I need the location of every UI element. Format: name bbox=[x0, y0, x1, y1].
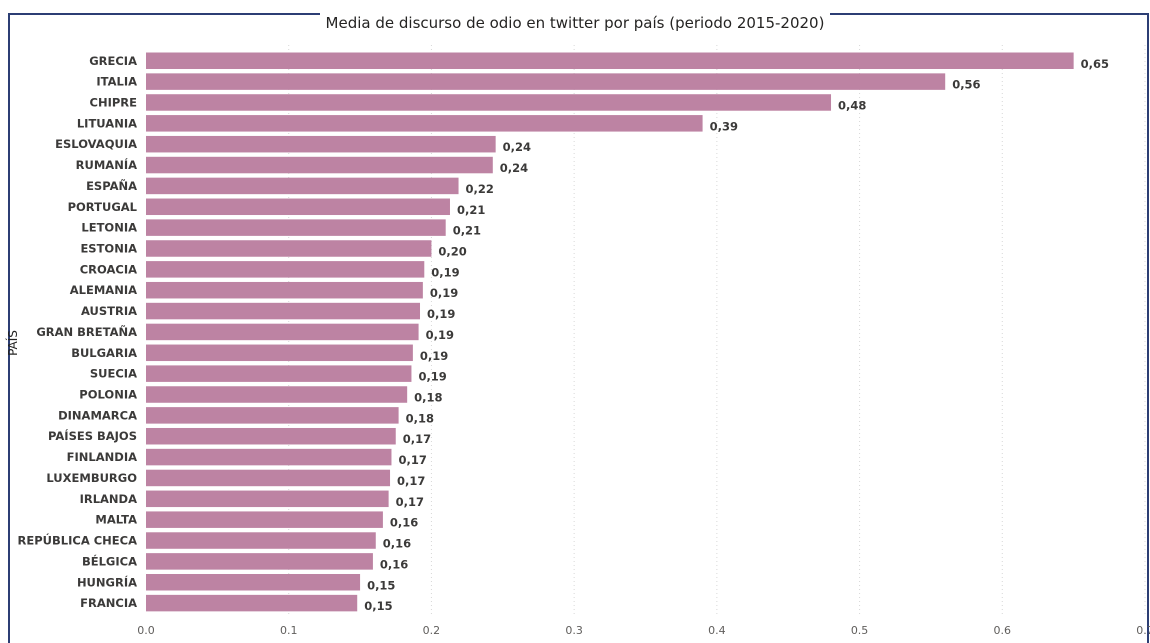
value-label: 0,24 bbox=[503, 140, 531, 154]
category-label: ESLOVAQUIA bbox=[55, 137, 137, 151]
x-tick-label: 0.0 bbox=[137, 624, 155, 637]
category-label: AUSTRIA bbox=[81, 304, 137, 318]
value-label: 0,19 bbox=[420, 349, 448, 363]
bar bbox=[146, 157, 493, 174]
bar bbox=[146, 261, 424, 278]
x-tick-label: 0.5 bbox=[851, 624, 869, 637]
value-label: 0,17 bbox=[397, 474, 425, 488]
category-label: FINLANDIA bbox=[67, 450, 137, 464]
value-label: 0,17 bbox=[403, 432, 431, 446]
bar bbox=[146, 73, 945, 90]
category-label: REPÚBLICA CHECA bbox=[18, 533, 138, 548]
value-label: 0,20 bbox=[438, 244, 466, 258]
bar bbox=[146, 240, 431, 256]
value-label: 0,18 bbox=[406, 411, 434, 425]
category-label: POLONIA bbox=[79, 388, 137, 402]
value-label: 0,19 bbox=[427, 307, 455, 321]
value-label: 0,19 bbox=[431, 265, 459, 279]
value-label: 0,22 bbox=[466, 182, 494, 196]
x-tick-label: 0.6 bbox=[994, 624, 1012, 637]
value-label: 0,19 bbox=[426, 328, 454, 342]
category-label: HUNGRÍA bbox=[77, 574, 137, 589]
bar bbox=[146, 345, 413, 362]
category-label: BÉLGICA bbox=[82, 553, 137, 568]
category-label: ESPAÑA bbox=[86, 178, 137, 193]
value-label: 0,56 bbox=[952, 78, 980, 92]
bar bbox=[146, 136, 496, 153]
category-label: ITALIA bbox=[96, 75, 137, 89]
bar bbox=[146, 365, 411, 382]
category-label: ALEMANIA bbox=[70, 283, 137, 297]
category-label: IRLANDA bbox=[80, 492, 138, 506]
category-label: FRANCIA bbox=[80, 596, 137, 610]
bar bbox=[146, 511, 383, 528]
category-label: MALTA bbox=[95, 513, 137, 527]
value-label: 0,15 bbox=[364, 599, 392, 613]
value-label: 0,48 bbox=[838, 98, 866, 112]
bar bbox=[146, 178, 459, 195]
bar bbox=[146, 324, 419, 341]
category-label: PAÍSES BAJOS bbox=[48, 428, 137, 443]
bar bbox=[146, 386, 407, 403]
value-label: 0,21 bbox=[457, 203, 485, 217]
category-label: LETONIA bbox=[81, 221, 137, 235]
category-label: ESTONIA bbox=[80, 241, 137, 255]
category-label: SUECIA bbox=[90, 367, 137, 381]
category-label: CHIPRE bbox=[90, 95, 138, 109]
value-label: 0,19 bbox=[418, 370, 446, 384]
bar bbox=[146, 470, 390, 487]
x-tick-label: 0.3 bbox=[565, 624, 583, 637]
value-label: 0,65 bbox=[1081, 57, 1109, 71]
value-label: 0,39 bbox=[710, 119, 738, 133]
x-tick-label: 0.4 bbox=[708, 624, 726, 637]
bar bbox=[146, 595, 357, 612]
bar bbox=[146, 428, 396, 445]
bar bbox=[146, 282, 423, 299]
category-label: PORTUGAL bbox=[68, 200, 138, 214]
value-label: 0,18 bbox=[414, 391, 442, 405]
category-label: BULGARIA bbox=[71, 346, 137, 360]
category-label: GRAN BRETAÑA bbox=[36, 324, 137, 339]
bar bbox=[146, 303, 420, 320]
bar bbox=[146, 199, 450, 216]
value-label: 0,21 bbox=[453, 224, 481, 238]
value-label: 0,16 bbox=[390, 516, 418, 530]
value-label: 0,24 bbox=[500, 161, 528, 175]
category-label: GRECIA bbox=[89, 54, 137, 68]
value-label: 0,15 bbox=[367, 578, 395, 592]
category-labels: GRECIA ITALIA CHIPRE LITUANIA ESLOVAQUIA RUMA… bbox=[18, 54, 138, 610]
x-tick-label: 0.2 bbox=[423, 624, 441, 637]
category-label: RUMANÍA bbox=[76, 157, 137, 172]
bar bbox=[146, 491, 389, 508]
bar bbox=[146, 53, 1074, 70]
category-label: LITUANIA bbox=[77, 116, 137, 130]
x-tick-label: 0.7 bbox=[1136, 624, 1150, 637]
bar bbox=[146, 449, 391, 466]
bars bbox=[146, 53, 1074, 612]
bar bbox=[146, 407, 399, 424]
bar bbox=[146, 115, 703, 132]
category-label: LUXEMBURGO bbox=[46, 471, 137, 485]
x-axis-ticks: 0.0 0.1 0.2 0.3 0.4 0.5 0.6 0.7 bbox=[137, 624, 1150, 637]
bar bbox=[146, 553, 373, 570]
value-label: 0,17 bbox=[398, 453, 426, 467]
bar bbox=[146, 94, 831, 111]
value-label: 0,16 bbox=[383, 537, 411, 551]
category-label: CROACIA bbox=[80, 262, 137, 276]
value-label: 0,19 bbox=[430, 286, 458, 300]
value-label: 0,17 bbox=[396, 495, 424, 509]
category-label: DINAMARCA bbox=[58, 408, 137, 422]
bar bbox=[146, 574, 360, 591]
bar bbox=[146, 219, 446, 236]
x-tick-label: 0.1 bbox=[280, 624, 298, 637]
value-label: 0,16 bbox=[380, 557, 408, 571]
bar bbox=[146, 532, 376, 549]
